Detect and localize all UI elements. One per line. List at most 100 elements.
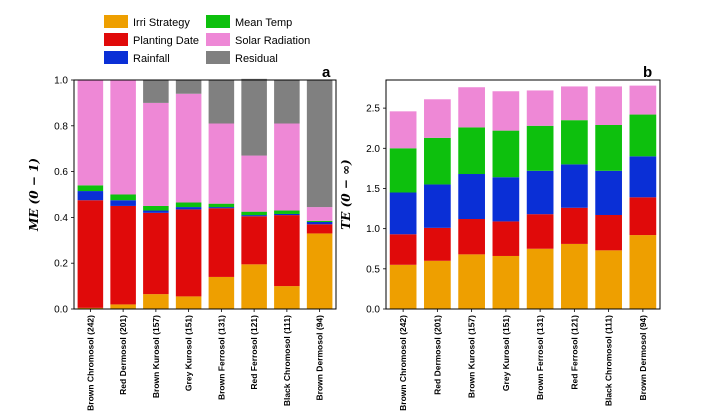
bar-segment-b-3-4 [492, 91, 520, 131]
bar-segment-b-7-4 [629, 85, 657, 115]
category-label-b-1: Red Dermosol (201) [432, 315, 442, 395]
legend-swatch-0 [104, 15, 128, 28]
category-label-a-2: Brown Kurosol (157) [151, 315, 161, 398]
bar-segment-b-0-1 [389, 234, 417, 265]
bar-segment-b-1-3 [424, 137, 451, 185]
y-axis-title-b: TE (0 − ∞) [339, 159, 353, 229]
bar-segment-a-6-0 [274, 286, 300, 309]
bar-segment-b-7-0 [629, 235, 657, 309]
legend-label-0: Irri Strategy [133, 17, 190, 29]
bar-segment-a-3-4 [175, 93, 202, 203]
bar-segment-b-1-4 [424, 99, 451, 138]
y-tick-label-a-0: 0.0 [54, 305, 68, 316]
bar-segment-a-7-2 [306, 221, 333, 225]
bar-segment-a-4-2 [208, 207, 235, 209]
bar-segment-a-2-2 [143, 210, 169, 213]
bar-segment-a-0-0 [77, 307, 104, 309]
bar-segment-a-4-5 [208, 80, 235, 124]
bar-segment-a-2-1 [143, 212, 169, 295]
bar-segment-a-6-1 [274, 215, 300, 287]
category-label-b-5: Red Ferrosol (121) [569, 315, 579, 390]
bar-segment-b-2-2 [458, 174, 485, 220]
category-label-a-4: Brown Ferrosol (131) [216, 315, 226, 400]
legend-swatch-4 [206, 33, 230, 46]
y-tick-label-a-4: 0.8 [54, 121, 68, 132]
bar-segment-a-6-4 [274, 123, 300, 211]
bar-segment-a-3-1 [175, 209, 202, 297]
bar-segment-b-6-4 [595, 86, 622, 125]
y-tick-label-a-3: 0.6 [54, 167, 68, 178]
bar-segment-a-6-2 [274, 213, 300, 216]
bar-segment-b-2-1 [458, 219, 485, 255]
bar-segment-b-0-2 [389, 192, 417, 235]
panel-a-chart: Brown Chromosol (242) Red Dermosol (201) B… [27, 64, 337, 411]
category-label-b-3: Grey Kurosol (151) [501, 315, 511, 391]
bar-segment-b-0-0 [389, 264, 417, 309]
bar-segment-b-2-4 [458, 87, 485, 128]
bar-segment-a-7-3 [306, 220, 333, 222]
bar-segment-a-3-3 [175, 202, 202, 208]
bar-segment-b-2-0 [458, 254, 485, 309]
bar-segment-b-1-1 [424, 227, 451, 261]
bar-segment-b-5-4 [561, 86, 588, 121]
panel-b-chart: Brown Chromosol (242) Red Dermosol (201) B… [339, 64, 661, 411]
category-label-b-4: Brown Ferrosol (131) [535, 315, 545, 400]
bar-segment-a-4-3 [208, 203, 235, 208]
bar-segment-a-3-5 [175, 80, 202, 94]
bar-segment-a-5-3 [241, 211, 267, 216]
bar-segment-a-5-2 [241, 215, 267, 217]
bar-segment-b-0-4 [389, 111, 417, 149]
bar-segment-b-1-2 [424, 184, 451, 228]
bar-segment-a-5-4 [241, 155, 267, 212]
bar-segment-b-4-2 [526, 170, 554, 215]
bar-segment-a-2-0 [143, 294, 169, 309]
y-tick-label-b-4: 2.0 [366, 144, 380, 155]
bar-segment-a-1-2 [110, 200, 136, 206]
category-label-a-1: Red Dermosol (201) [118, 315, 128, 395]
bar-segment-b-5-1 [561, 207, 588, 244]
category-label-a-3: Grey Kurosol (151) [184, 315, 194, 391]
bar-segment-a-0-4 [77, 80, 104, 186]
legend: Irri Strategy Planting Date Rainfall Mean T… [104, 15, 310, 65]
bar-segment-a-5-0 [241, 264, 267, 309]
bar-segment-a-4-0 [208, 276, 235, 309]
legend-swatch-2 [104, 51, 128, 64]
bar-segment-b-7-3 [629, 114, 657, 157]
y-tick-label-b-5: 2.5 [366, 104, 380, 115]
bar-segment-a-0-2 [77, 191, 104, 201]
bar-segment-a-6-3 [274, 210, 300, 214]
bar-segment-a-4-4 [208, 123, 235, 204]
bar-segment-b-0-3 [389, 148, 417, 193]
plot-frame-a [73, 79, 337, 310]
legend-swatch-3 [206, 15, 230, 28]
y-tick-label-a-5: 1.0 [54, 76, 68, 87]
y-tick-label-b-3: 1.5 [366, 184, 380, 195]
category-label-b-6: Black Chromosol (111) [604, 315, 614, 406]
bar-segment-a-2-5 [143, 80, 169, 103]
bar-segment-a-5-1 [241, 216, 267, 265]
bar-segment-a-3-0 [175, 296, 202, 309]
bar-segment-a-0-1 [77, 200, 104, 308]
bar-segment-b-5-2 [561, 164, 588, 208]
y-tick-label-b-1: 0.5 [366, 264, 380, 275]
y-tick-label-a-1: 0.2 [54, 259, 68, 270]
category-label-b-0: Brown Chromosol (242) [398, 315, 408, 411]
legend-label-1: Planting Date [133, 35, 199, 47]
bar-segment-a-5-5 [241, 78, 267, 156]
plot-frame-b [385, 79, 661, 310]
bar-segment-a-4-1 [208, 208, 235, 277]
bar-segment-a-7-1 [306, 224, 333, 234]
bar-segment-a-7-5 [306, 80, 333, 208]
bar-segment-b-1-0 [424, 260, 451, 309]
y-axis-title-a: ME (0 − 1) [27, 158, 41, 232]
y-tick-label-b-0: 0.0 [366, 305, 380, 316]
legend-label-2: Rainfall [133, 53, 170, 65]
bar-segment-a-1-1 [110, 205, 136, 305]
category-label-a-6: Black Chromosol (111) [282, 315, 292, 406]
bar-segment-b-4-1 [526, 214, 554, 249]
category-label-a-5: Red Ferrosol (121) [249, 315, 259, 390]
bar-segment-a-7-4 [306, 207, 333, 221]
legend-swatch-1 [104, 33, 128, 46]
bar-segment-b-2-3 [458, 127, 485, 175]
